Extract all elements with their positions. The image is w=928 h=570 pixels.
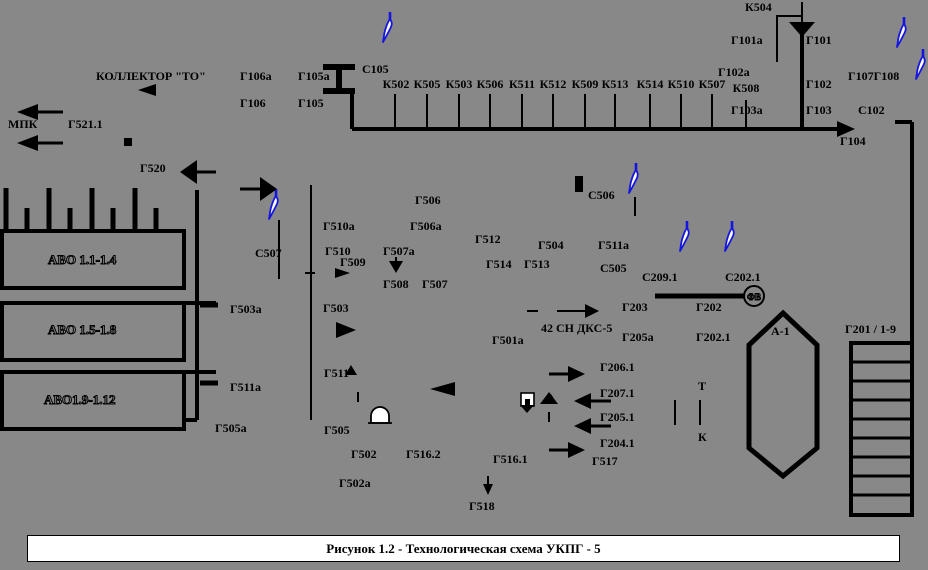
svg-text:Г106: Г106 xyxy=(240,96,266,110)
svg-text:Г516.1: Г516.1 xyxy=(493,452,528,466)
svg-text:К511: К511 xyxy=(509,77,535,91)
svg-text:Г506: Г506 xyxy=(415,193,441,207)
svg-text:ABO1.9-1.12: ABO1.9-1.12 xyxy=(44,392,116,407)
svg-text:А-1: А-1 xyxy=(771,324,790,338)
svg-text:Г505а: Г505а xyxy=(215,421,247,435)
svg-text:Г502а: Г502а xyxy=(339,476,371,490)
svg-text:С105: С105 xyxy=(362,62,389,76)
svg-text:ФВ: ФВ xyxy=(747,292,761,302)
svg-text:Г104: Г104 xyxy=(840,134,866,148)
svg-text:Г203: Г203 xyxy=(622,300,648,314)
svg-text:Г105: Г105 xyxy=(298,96,324,110)
svg-text:Г201 / 1-9: Г201 / 1-9 xyxy=(845,322,896,336)
svg-text:Г105а: Г105а xyxy=(298,69,330,83)
svg-text:Г512: Г512 xyxy=(475,232,501,246)
svg-text:С209.1: С209.1 xyxy=(642,270,678,284)
svg-text:К507: К507 xyxy=(699,77,726,91)
svg-text:Г205.1: Г205.1 xyxy=(600,410,635,424)
svg-text:Г103: Г103 xyxy=(806,103,832,117)
svg-text:К505: К505 xyxy=(414,77,441,91)
svg-text:ABO 1.5-1.8: ABO 1.5-1.8 xyxy=(48,322,117,337)
svg-text:Г107Г108: Г107Г108 xyxy=(848,69,899,83)
svg-text:Г202: Г202 xyxy=(696,300,722,314)
svg-text:К514: К514 xyxy=(637,77,664,91)
svg-text:Г520: Г520 xyxy=(140,161,166,175)
svg-text:Г510а: Г510а xyxy=(323,219,355,233)
svg-text:С506: С506 xyxy=(588,188,615,202)
svg-text:Г511: Г511 xyxy=(324,366,349,380)
svg-text:Т: Т xyxy=(698,379,706,393)
svg-text:С505: С505 xyxy=(600,261,627,275)
svg-text:С507: С507 xyxy=(255,246,282,260)
svg-text:Г506а: Г506а xyxy=(410,219,442,233)
svg-text:К513: К513 xyxy=(602,77,629,91)
svg-text:К504: К504 xyxy=(745,0,772,14)
svg-text:Г207.1: Г207.1 xyxy=(600,386,635,400)
svg-text:К503: К503 xyxy=(446,77,473,91)
svg-text:Г101: Г101 xyxy=(806,33,832,47)
svg-text:Г101а: Г101а xyxy=(731,33,763,47)
svg-text:К509: К509 xyxy=(572,77,599,91)
svg-text:Г503а: Г503а xyxy=(230,302,262,316)
svg-text:Г507а: Г507а xyxy=(383,244,415,258)
svg-text:Г501а: Г501а xyxy=(492,333,524,347)
svg-text:Г103а: Г103а xyxy=(731,103,763,117)
svg-text:С202.1: С202.1 xyxy=(725,270,761,284)
svg-text:Г508: Г508 xyxy=(383,277,409,291)
svg-text:Г511а: Г511а xyxy=(230,380,261,394)
svg-text:К: К xyxy=(698,430,707,444)
svg-text:Г509: Г509 xyxy=(340,255,366,269)
svg-text:Г106а: Г106а xyxy=(240,69,272,83)
svg-text:К502: К502 xyxy=(383,77,410,91)
svg-text:МПК: МПК xyxy=(8,117,38,131)
svg-text:Г504: Г504 xyxy=(538,238,564,252)
svg-text:Г204.1: Г204.1 xyxy=(600,436,635,450)
svg-text:К510: К510 xyxy=(668,77,695,91)
svg-text:К508: К508 xyxy=(733,81,760,95)
svg-text:Г511а: Г511а xyxy=(598,238,629,252)
svg-text:Г503: Г503 xyxy=(323,301,349,315)
svg-text:Г206.1: Г206.1 xyxy=(600,360,635,374)
svg-text:КОЛЛЕКТОР "ТО": КОЛЛЕКТОР "ТО" xyxy=(96,69,206,83)
svg-text:Г521.1: Г521.1 xyxy=(68,117,103,131)
svg-text:42 СН ДКС-5: 42 СН ДКС-5 xyxy=(541,321,612,335)
svg-text:Г516.2: Г516.2 xyxy=(406,447,441,461)
svg-text:Г518: Г518 xyxy=(469,499,495,513)
svg-text:Г102: Г102 xyxy=(806,77,832,91)
svg-text:К512: К512 xyxy=(540,77,567,91)
svg-text:Г205а: Г205а xyxy=(622,330,654,344)
svg-text:Г514: Г514 xyxy=(486,257,512,271)
svg-text:К506: К506 xyxy=(477,77,504,91)
svg-text:Г502: Г502 xyxy=(351,447,377,461)
svg-text:Г507: Г507 xyxy=(422,277,448,291)
svg-text:С102: С102 xyxy=(858,103,885,117)
svg-text:Г505: Г505 xyxy=(324,423,350,437)
svg-text:Г202.1: Г202.1 xyxy=(696,330,731,344)
svg-text:ABO 1.1-1.4: ABO 1.1-1.4 xyxy=(48,252,117,267)
svg-text:Г513: Г513 xyxy=(524,257,550,271)
svg-text:Г517: Г517 xyxy=(592,454,618,468)
